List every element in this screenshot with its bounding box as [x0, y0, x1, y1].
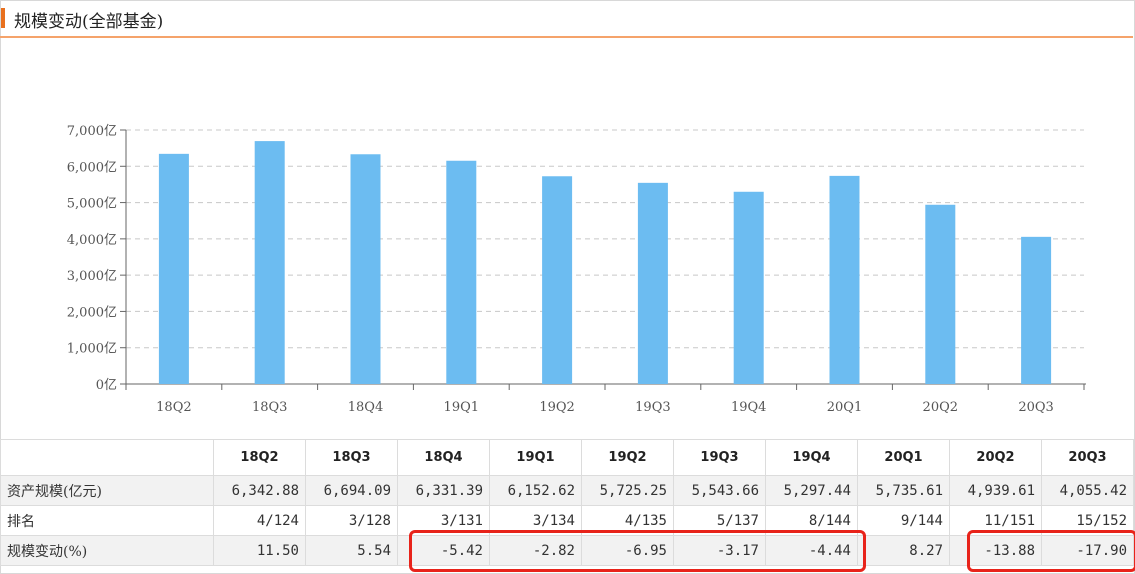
table-cell: 15/152	[1041, 505, 1134, 536]
table-row-rank: 排名 4/124 3/128 3/131 3/134 4/135 5/137 8…	[0, 505, 1134, 536]
bar-18Q2	[158, 153, 189, 384]
y-tick-label: 7,000亿	[67, 124, 117, 139]
x-tick-label: 20Q1	[827, 400, 862, 415]
bar-19Q4	[733, 191, 764, 384]
bar-19Q1	[446, 160, 477, 384]
bar-20Q3	[1021, 236, 1052, 384]
table-cell: 6,342.88	[213, 475, 306, 506]
table-cell: -2.82	[489, 535, 582, 566]
table-cell: -4.44	[765, 535, 858, 566]
x-tick-label: 20Q2	[923, 400, 958, 415]
data-table: 18Q2 18Q3 18Q4 19Q1 19Q2 19Q3 19Q4 20Q1 …	[0, 439, 1134, 566]
bar-20Q1	[829, 175, 860, 384]
table-cell: -5.42	[397, 535, 490, 566]
bar-18Q4	[350, 154, 381, 384]
column-header: 18Q3	[305, 439, 398, 476]
column-header: 18Q4	[397, 439, 490, 476]
table-cell: 8/144	[765, 505, 858, 536]
table-header-row: 18Q2 18Q3 18Q4 19Q1 19Q2 19Q3 19Q4 20Q1 …	[0, 439, 1134, 476]
table-cell: 6,694.09	[305, 475, 398, 506]
column-header: 20Q1	[857, 439, 950, 476]
bar-18Q3	[254, 141, 285, 384]
y-tick-label: 2,000亿	[67, 305, 117, 320]
table-cell: 4,055.42	[1041, 475, 1134, 506]
bar-19Q3	[637, 182, 668, 384]
x-tick-label: 18Q4	[348, 400, 383, 415]
table-header-blank	[0, 439, 214, 476]
header-accent-bar	[1, 8, 5, 28]
column-header: 19Q4	[765, 439, 858, 476]
y-tick-label: 6,000亿	[67, 160, 117, 175]
column-header: 19Q1	[489, 439, 582, 476]
column-header: 19Q2	[581, 439, 674, 476]
table-cell: 3/131	[397, 505, 490, 536]
table-cell: 6,152.62	[489, 475, 582, 506]
x-tick-label: 20Q3	[1018, 400, 1053, 415]
table-cell: -6.95	[581, 535, 674, 566]
table-cell: 8.27	[857, 535, 950, 566]
x-tick-label: 19Q1	[444, 400, 479, 415]
table-cell: 4,939.61	[949, 475, 1042, 506]
column-header: 18Q2	[213, 439, 306, 476]
y-tick-label: 0亿	[96, 378, 117, 393]
table-cell: 5,725.25	[581, 475, 674, 506]
table-cell: 4/135	[581, 505, 674, 536]
table-cell: -3.17	[673, 535, 766, 566]
table-cell: 11.50	[213, 535, 306, 566]
row-label: 资产规模(亿元)	[0, 475, 214, 506]
x-tick-label: 18Q2	[156, 400, 191, 415]
y-tick-label: 3,000亿	[67, 269, 117, 284]
y-tick-label: 5,000亿	[67, 197, 117, 212]
column-header: 20Q3	[1041, 439, 1134, 476]
table-cell: 5.54	[305, 535, 398, 566]
x-tick-label: 19Q4	[731, 400, 766, 415]
bar-19Q2	[542, 176, 573, 384]
table-cell: 3/134	[489, 505, 582, 536]
table-cell: -17.90	[1041, 535, 1134, 566]
column-header: 20Q2	[949, 439, 1042, 476]
y-tick-label: 1,000亿	[67, 342, 117, 357]
table-cell: 6,331.39	[397, 475, 490, 506]
panel-header: 规模变动(全部基金)	[0, 0, 1133, 38]
table-cell: 5/137	[673, 505, 766, 536]
x-tick-label: 18Q3	[252, 400, 287, 415]
table-cell: 5,735.61	[857, 475, 950, 506]
table-cell: 4/124	[213, 505, 306, 536]
panel-title: 规模变动(全部基金)	[14, 12, 164, 32]
x-tick-label: 19Q3	[635, 400, 670, 415]
table-cell: 9/144	[857, 505, 950, 536]
row-label: 规模变动(%)	[0, 535, 214, 566]
y-tick-label: 4,000亿	[67, 233, 117, 248]
row-label: 排名	[0, 505, 214, 536]
table-cell: -13.88	[949, 535, 1042, 566]
table-cell: 3/128	[305, 505, 398, 536]
bar-20Q2	[925, 204, 956, 384]
column-header: 19Q3	[673, 439, 766, 476]
table-cell: 5,543.66	[673, 475, 766, 506]
table-cell: 5,297.44	[765, 475, 858, 506]
x-tick-label: 19Q2	[539, 400, 574, 415]
table-row-size-change: 规模变动(%) 11.50 5.54 -5.42 -2.82 -6.95 -3.…	[0, 535, 1134, 566]
table-row-asset-size: 资产规模(亿元) 6,342.88 6,694.09 6,331.39 6,15…	[0, 475, 1134, 506]
bar-chart: 0亿 1,000亿 2,000亿 3,000亿 4,000亿 5,000亿 6,000亿 7,…	[67, 124, 1086, 415]
table-cell: 11/151	[949, 505, 1042, 536]
